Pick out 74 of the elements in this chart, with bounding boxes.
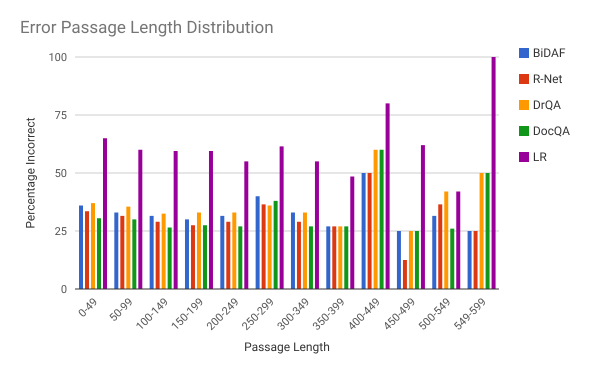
legend-label: R-Net (532, 72, 562, 86)
bar (244, 161, 248, 289)
bar (408, 231, 413, 289)
bar (486, 173, 490, 289)
bar (220, 216, 224, 289)
legend-label: DrQA (532, 98, 561, 112)
bar (132, 219, 136, 289)
bar (438, 204, 442, 289)
bar (474, 231, 478, 289)
bar (338, 226, 342, 289)
chart-title: Error Passage Length Distribution (20, 18, 274, 38)
bar (450, 228, 454, 289)
bar (174, 150, 178, 289)
legend-label: LR (532, 150, 547, 164)
bar (262, 204, 266, 289)
bar (168, 228, 172, 289)
bar (162, 214, 166, 289)
bar (156, 222, 160, 289)
bar (202, 225, 207, 289)
y-tick-label: 75 (54, 108, 67, 122)
y-tick-label: 50 (54, 166, 67, 180)
bar (274, 200, 278, 289)
bar (290, 212, 295, 289)
bar (414, 231, 419, 289)
bar (380, 150, 384, 289)
bar (91, 203, 95, 289)
bar (268, 205, 272, 289)
bar (226, 222, 230, 289)
bar (296, 222, 301, 289)
bar (114, 212, 118, 289)
bar (396, 231, 401, 289)
bar (232, 212, 236, 289)
x-axis-title: Passage Length (244, 340, 330, 354)
bar (97, 218, 101, 289)
bar (196, 212, 201, 289)
bar (103, 138, 107, 289)
bar (326, 226, 330, 289)
bar (126, 206, 130, 289)
y-tick-label: 100 (48, 50, 67, 64)
y-tick-label: 0 (60, 282, 67, 296)
bar (374, 150, 378, 289)
bar (492, 57, 496, 289)
bar (138, 150, 142, 289)
bar (402, 260, 407, 289)
bar (79, 205, 83, 289)
bar (190, 225, 195, 289)
y-axis-title: Percentage Incorrect (23, 117, 38, 229)
bar (420, 145, 425, 289)
bar (344, 226, 348, 289)
bar (238, 226, 242, 289)
bar (150, 216, 154, 289)
x-tick-label: 0-49 (76, 295, 100, 320)
bar (350, 176, 354, 289)
bar (120, 216, 124, 289)
bar (256, 196, 260, 289)
bar (332, 226, 336, 289)
legend-label: DocQA (532, 124, 570, 138)
bar (314, 161, 319, 289)
bar (480, 173, 484, 289)
bar (280, 146, 284, 289)
bar (456, 192, 460, 289)
legend-label: BiDAF (532, 46, 566, 60)
bar (444, 192, 448, 289)
bar (308, 226, 313, 289)
bar (468, 231, 472, 289)
bar (386, 103, 390, 289)
bar (368, 173, 372, 289)
y-tick-label: 25 (54, 224, 67, 238)
bar (208, 150, 213, 289)
bar (302, 212, 307, 289)
bar (85, 211, 89, 289)
bar (184, 219, 189, 289)
bar (432, 216, 436, 289)
bar (362, 173, 366, 289)
